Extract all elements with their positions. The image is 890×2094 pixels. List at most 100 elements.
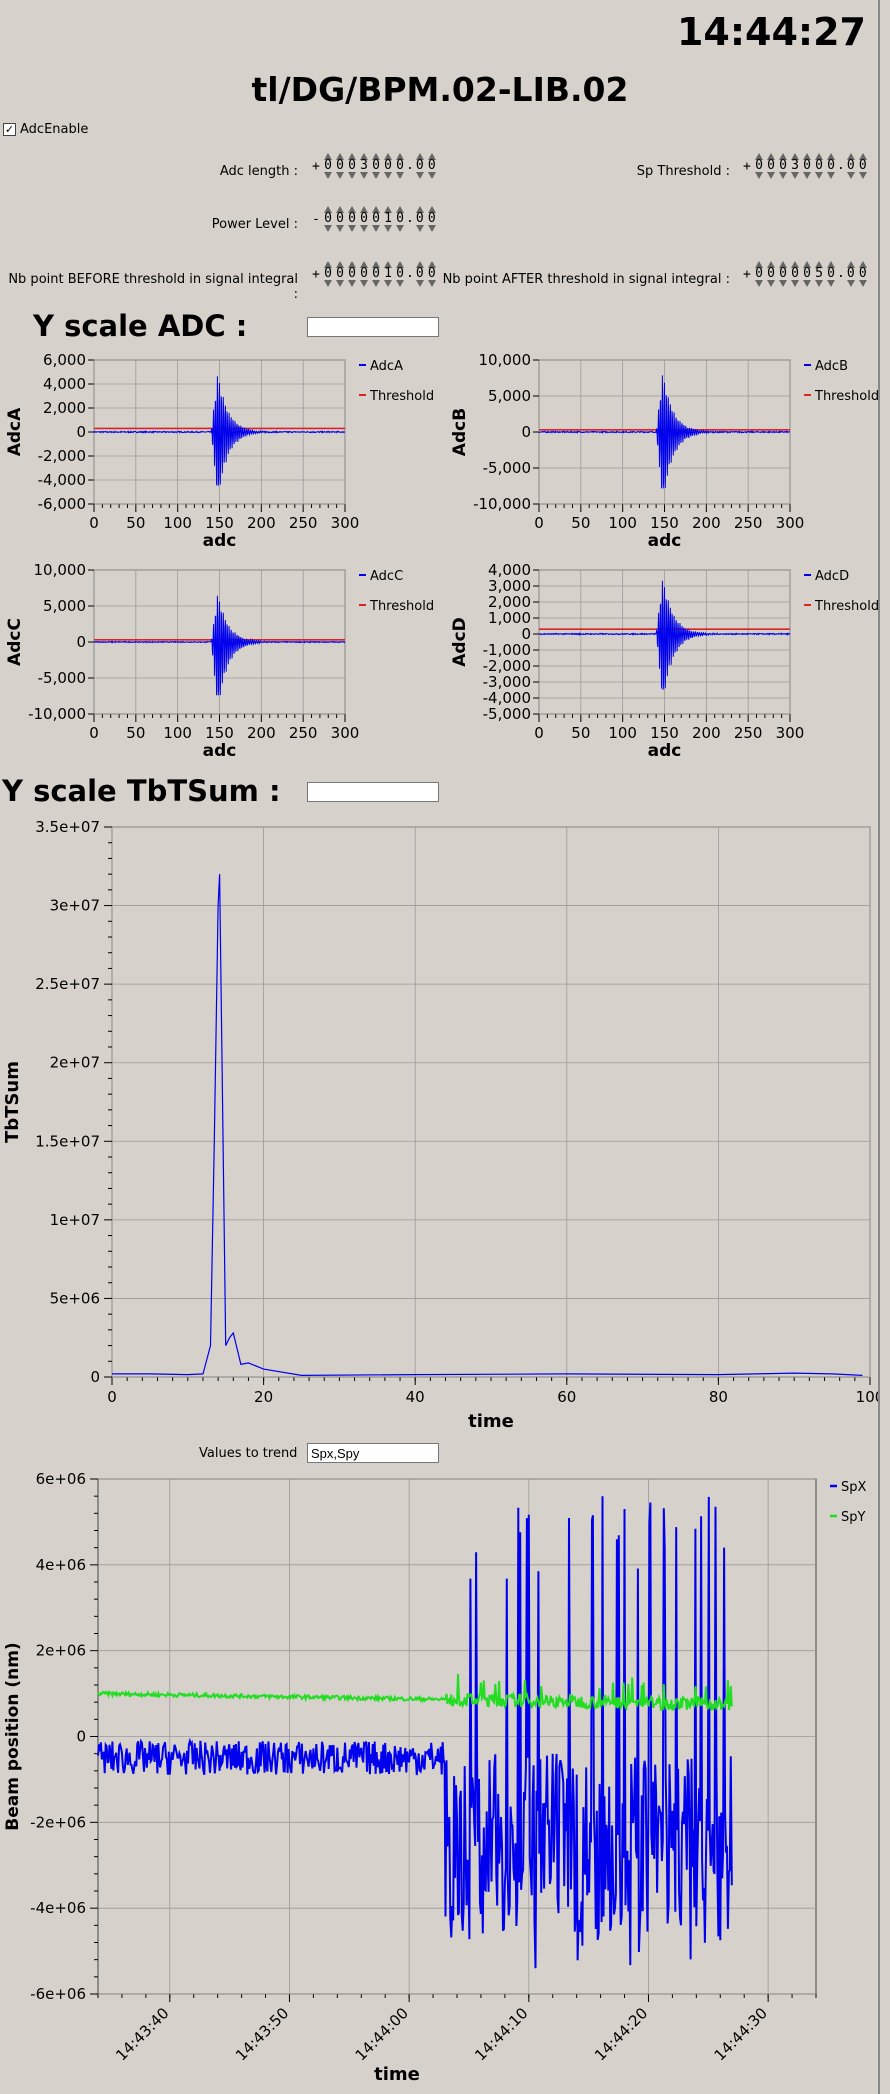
spinner-digit[interactable]: 0 <box>322 153 334 179</box>
spinner-digit[interactable]: 0 <box>414 206 426 232</box>
decrement-arrow-icon[interactable] <box>415 280 424 287</box>
spinner-digit[interactable]: 1 <box>382 206 394 232</box>
increment-arrow-icon[interactable] <box>827 261 835 268</box>
increment-arrow-icon[interactable] <box>767 153 775 160</box>
decrement-arrow-icon[interactable] <box>360 172 368 179</box>
increment-arrow-icon[interactable] <box>372 261 380 268</box>
decrement-arrow-icon[interactable] <box>779 172 787 179</box>
decrement-arrow-icon[interactable] <box>348 172 356 179</box>
increment-arrow-icon[interactable] <box>791 261 799 268</box>
increment-arrow-icon[interactable] <box>779 261 787 268</box>
increment-arrow-icon[interactable] <box>415 261 424 268</box>
increment-arrow-icon[interactable] <box>415 153 424 160</box>
decrement-arrow-icon[interactable] <box>336 172 344 179</box>
spinner-digit[interactable]: 0 <box>825 153 837 179</box>
decrement-arrow-icon[interactable] <box>846 280 855 287</box>
spinner-digit[interactable]: 5 <box>813 261 825 287</box>
spinner-digit[interactable]: 0 <box>322 206 334 232</box>
yscale-tbt-input[interactable] <box>307 782 439 802</box>
decrement-arrow-icon[interactable] <box>858 172 867 179</box>
decrement-arrow-icon[interactable] <box>827 280 835 287</box>
increment-arrow-icon[interactable] <box>360 206 368 213</box>
adc-length-spinner[interactable]: +0 0 0 3 0 0 0. 0 0 <box>312 153 438 179</box>
decrement-arrow-icon[interactable] <box>324 280 332 287</box>
increment-arrow-icon[interactable] <box>755 153 763 160</box>
increment-arrow-icon[interactable] <box>803 261 811 268</box>
spinner-digit[interactable]: 0 <box>777 153 789 179</box>
nb-before-spinner[interactable]: +0 0 0 0 0 1 0. 0 0 <box>312 261 438 287</box>
spinner-digit[interactable]: 0 <box>334 206 346 232</box>
spinner-digit[interactable]: 0 <box>370 206 382 232</box>
decrement-arrow-icon[interactable] <box>360 280 368 287</box>
increment-arrow-icon[interactable] <box>858 153 867 160</box>
spinner-digit[interactable]: 0 <box>334 261 346 287</box>
decrement-arrow-icon[interactable] <box>396 225 404 232</box>
decrement-arrow-icon[interactable] <box>846 172 855 179</box>
spinner-digit[interactable]: 0 <box>394 153 406 179</box>
decrement-arrow-icon[interactable] <box>360 225 368 232</box>
decrement-arrow-icon[interactable] <box>791 280 799 287</box>
decrement-arrow-icon[interactable] <box>336 225 344 232</box>
increment-arrow-icon[interactable] <box>827 153 835 160</box>
yscale-adc-input[interactable] <box>307 317 439 337</box>
spinner-digit[interactable]: 0 <box>370 153 382 179</box>
checkbox-check-icon[interactable]: ✓ <box>3 123 16 136</box>
trend-input[interactable] <box>307 1443 439 1463</box>
increment-arrow-icon[interactable] <box>384 206 392 213</box>
decrement-arrow-icon[interactable] <box>779 280 787 287</box>
spinner-digit[interactable]: 0 <box>322 261 334 287</box>
increment-arrow-icon[interactable] <box>324 153 332 160</box>
increment-arrow-icon[interactable] <box>427 261 436 268</box>
increment-arrow-icon[interactable] <box>427 206 436 213</box>
decrement-arrow-icon[interactable] <box>427 172 436 179</box>
decrement-arrow-icon[interactable] <box>858 280 867 287</box>
increment-arrow-icon[interactable] <box>336 153 344 160</box>
spinner-digit[interactable]: 0 <box>394 206 406 232</box>
increment-arrow-icon[interactable] <box>767 261 775 268</box>
spinner-digit[interactable]: 0 <box>346 206 358 232</box>
decrement-arrow-icon[interactable] <box>815 280 823 287</box>
increment-arrow-icon[interactable] <box>415 206 424 213</box>
spinner-digit[interactable]: 0 <box>426 153 438 179</box>
spinner-digit[interactable]: 0 <box>825 261 837 287</box>
increment-arrow-icon[interactable] <box>815 153 823 160</box>
increment-arrow-icon[interactable] <box>348 206 356 213</box>
decrement-arrow-icon[interactable] <box>803 172 811 179</box>
decrement-arrow-icon[interactable] <box>815 172 823 179</box>
increment-arrow-icon[interactable] <box>396 153 404 160</box>
increment-arrow-icon[interactable] <box>348 261 356 268</box>
decrement-arrow-icon[interactable] <box>791 172 799 179</box>
spinner-digit[interactable]: 3 <box>358 153 370 179</box>
decrement-arrow-icon[interactable] <box>348 225 356 232</box>
decrement-arrow-icon[interactable] <box>384 225 392 232</box>
spinner-digit[interactable]: 0 <box>414 261 426 287</box>
decrement-arrow-icon[interactable] <box>427 280 436 287</box>
spinner-digit[interactable]: 0 <box>334 153 346 179</box>
sp-threshold-spinner[interactable]: +0 0 0 3 0 0 0. 0 0 <box>743 153 869 179</box>
decrement-arrow-icon[interactable] <box>396 172 404 179</box>
adc-enable-checkbox[interactable]: ✓ AdcEnable <box>3 122 88 137</box>
spinner-digit[interactable]: 0 <box>801 153 813 179</box>
decrement-arrow-icon[interactable] <box>324 172 332 179</box>
decrement-arrow-icon[interactable] <box>384 280 392 287</box>
spinner-digit[interactable]: 0 <box>346 261 358 287</box>
increment-arrow-icon[interactable] <box>372 206 380 213</box>
increment-arrow-icon[interactable] <box>336 261 344 268</box>
decrement-arrow-icon[interactable] <box>803 280 811 287</box>
increment-arrow-icon[interactable] <box>803 153 811 160</box>
spinner-digit[interactable]: 0 <box>857 153 869 179</box>
spinner-digit[interactable]: 0 <box>382 153 394 179</box>
decrement-arrow-icon[interactable] <box>415 172 424 179</box>
spinner-digit[interactable]: 0 <box>801 261 813 287</box>
spinner-digit[interactable]: 0 <box>426 206 438 232</box>
increment-arrow-icon[interactable] <box>846 261 855 268</box>
decrement-arrow-icon[interactable] <box>336 280 344 287</box>
decrement-arrow-icon[interactable] <box>348 280 356 287</box>
increment-arrow-icon[interactable] <box>427 153 436 160</box>
increment-arrow-icon[interactable] <box>396 261 404 268</box>
decrement-arrow-icon[interactable] <box>372 172 380 179</box>
increment-arrow-icon[interactable] <box>755 261 763 268</box>
nb-after-spinner[interactable]: +0 0 0 0 0 5 0. 0 0 <box>743 261 869 287</box>
decrement-arrow-icon[interactable] <box>384 172 392 179</box>
